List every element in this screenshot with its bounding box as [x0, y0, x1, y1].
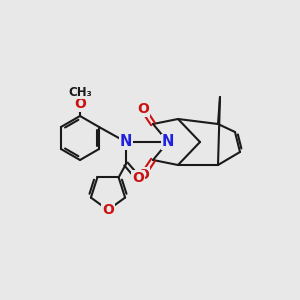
- Text: O: O: [74, 97, 86, 111]
- Text: O: O: [132, 171, 144, 185]
- Text: CH₃: CH₃: [68, 85, 92, 98]
- Text: N: N: [162, 134, 174, 149]
- Text: N: N: [120, 134, 132, 149]
- Text: O: O: [102, 203, 114, 217]
- Text: O: O: [137, 102, 149, 116]
- Text: O: O: [137, 168, 149, 182]
